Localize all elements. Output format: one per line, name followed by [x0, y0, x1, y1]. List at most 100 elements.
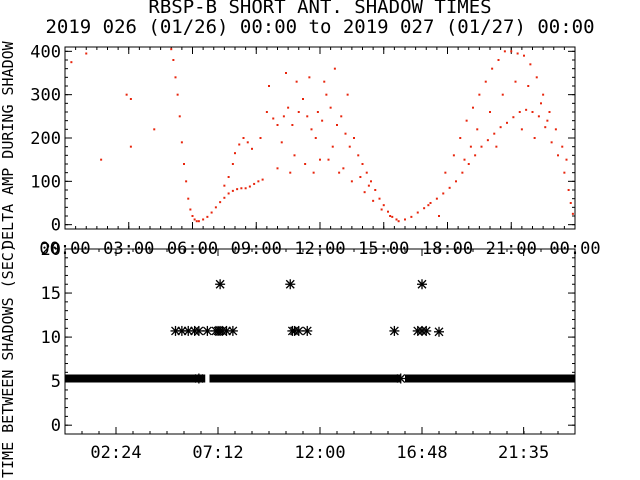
data-point — [336, 124, 338, 126]
top-panel-data-points — [70, 48, 574, 223]
data-point — [219, 201, 222, 204]
asterisk-stroke — [194, 326, 204, 336]
data-point — [387, 210, 389, 213]
data-point — [478, 93, 481, 96]
bottom-panel-data-points — [65, 279, 575, 384]
asterisk-stroke — [183, 326, 193, 336]
y-tick-label: 0 — [51, 216, 61, 236]
y-tick-label: 300 — [30, 86, 61, 106]
data-point — [531, 111, 534, 113]
data-point — [346, 93, 349, 96]
x-tick-label: 16:48 — [396, 443, 447, 463]
data-point — [214, 206, 217, 209]
data-point — [70, 61, 73, 64]
data-point — [236, 188, 239, 191]
data-point — [442, 192, 445, 195]
data-point — [495, 145, 498, 148]
data-point — [170, 48, 173, 51]
bottom-panel-frame — [64, 248, 576, 435]
data-point — [365, 171, 368, 174]
asterisk-stroke — [417, 279, 427, 289]
data-point — [465, 119, 468, 122]
data-point — [223, 184, 226, 187]
data-point-asterisk — [389, 325, 400, 336]
data-point — [357, 154, 360, 157]
data-point — [129, 98, 132, 100]
data-point — [514, 80, 517, 83]
data-point — [518, 111, 521, 113]
data-point — [416, 211, 419, 214]
data-point — [529, 63, 532, 66]
data-point — [287, 106, 290, 109]
data-point — [404, 218, 406, 221]
data-point-asterisk — [193, 325, 204, 336]
data-point — [242, 137, 245, 139]
x-tick-label: 07:12 — [192, 443, 243, 463]
data-point — [525, 108, 528, 111]
data-point — [285, 72, 287, 74]
bottom-panel-ticks — [64, 248, 576, 434]
data-point — [191, 215, 194, 217]
data-point — [223, 196, 226, 199]
data-point-asterisk — [193, 373, 204, 384]
data-point — [546, 119, 549, 122]
data-point — [323, 80, 326, 83]
data-point — [195, 220, 198, 223]
asterisk-stroke — [396, 374, 406, 383]
data-point — [197, 220, 200, 223]
data-point — [189, 208, 192, 211]
data-point — [537, 115, 540, 118]
data-point — [467, 163, 470, 165]
y-tick-label: 200 — [30, 129, 61, 149]
data-point — [257, 180, 260, 183]
data-point — [461, 171, 464, 174]
data-point-asterisk — [215, 279, 226, 290]
y-tick-label: 20 — [41, 240, 61, 260]
data-point — [569, 202, 572, 204]
data-point — [265, 111, 268, 113]
x-tick-label: 02:24 — [90, 443, 141, 463]
data-point-asterisk — [285, 279, 296, 290]
data-point — [571, 212, 574, 215]
data-point-asterisk — [434, 326, 444, 337]
data-point — [172, 59, 175, 61]
data-point — [246, 141, 249, 144]
data-point — [276, 124, 279, 126]
data-point — [293, 154, 296, 157]
asterisk-stroke — [302, 326, 312, 336]
data-point-asterisk — [227, 325, 238, 336]
y-tick-label: 0 — [51, 416, 61, 436]
data-point — [348, 145, 351, 148]
data-point — [325, 93, 328, 96]
data-point — [370, 180, 372, 183]
data-point — [463, 158, 466, 161]
title-line-1: RBSP-B SHORT ANT. SHADOW TIMES — [148, 0, 491, 18]
data-point — [382, 204, 385, 207]
data-point — [244, 187, 247, 190]
data-point — [259, 137, 262, 139]
data-point — [210, 211, 213, 214]
data-point — [533, 137, 536, 139]
data-point — [253, 182, 256, 185]
data-point — [497, 59, 500, 61]
data-band-segment — [405, 374, 575, 383]
data-point — [359, 176, 362, 178]
data-point — [361, 163, 364, 165]
data-point — [329, 106, 332, 109]
data-point — [489, 111, 491, 113]
data-point — [350, 180, 353, 183]
data-point — [448, 186, 451, 189]
top-panel-tick-labels: 00:0003:0006:0009:0012:0015:0018:0021:00… — [30, 42, 600, 259]
data-point — [353, 137, 355, 139]
asterisk-stroke — [228, 326, 238, 336]
data-point — [312, 171, 315, 174]
data-point — [291, 124, 294, 126]
data-point — [280, 141, 283, 144]
data-band-segment — [209, 374, 401, 383]
data-point — [183, 163, 185, 165]
data-point — [310, 128, 313, 131]
data-point — [474, 154, 477, 157]
data-point — [302, 98, 304, 100]
data-point — [499, 126, 502, 129]
data-point — [378, 197, 381, 200]
